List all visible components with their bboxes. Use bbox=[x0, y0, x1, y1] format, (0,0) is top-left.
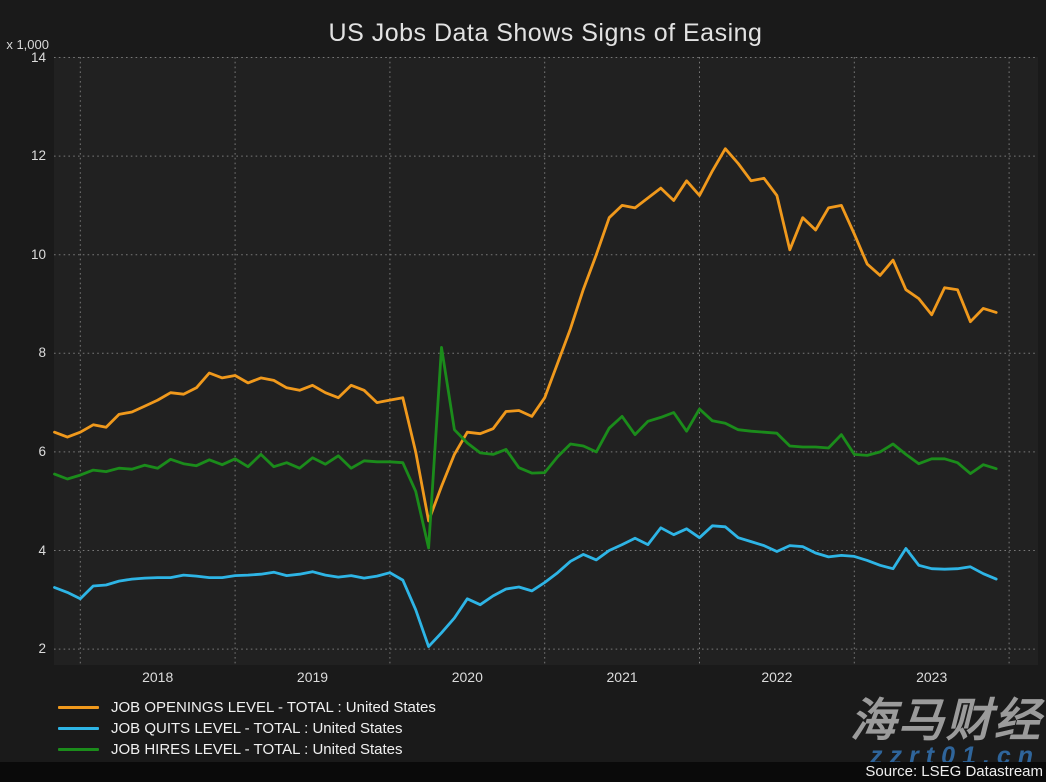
hires-swatch bbox=[58, 748, 99, 751]
y-tick-label: 12 bbox=[30, 148, 46, 164]
y-tick-label: 6 bbox=[38, 443, 46, 459]
quits-line bbox=[53, 524, 998, 648]
bottom-bar bbox=[0, 762, 1046, 782]
y-tick-label: 2 bbox=[38, 641, 46, 657]
y-tick-label: 4 bbox=[38, 542, 46, 558]
watermark-chinese: 海马财经 bbox=[850, 694, 1042, 746]
openings-swatch bbox=[58, 706, 99, 709]
y-axis-unit-label: x 1,000 bbox=[6, 37, 49, 52]
hires-label: JOB HIRES LEVEL - TOTAL : United States bbox=[111, 741, 403, 758]
x-tick-label: 2020 bbox=[451, 669, 483, 685]
y-tick-label: 10 bbox=[30, 246, 46, 262]
quits-swatch bbox=[58, 727, 99, 730]
legend: JOB OPENINGS LEVEL - TOTAL : United Stat… bbox=[58, 697, 436, 760]
x-tick-label: 2019 bbox=[296, 669, 329, 685]
legend-item-quits: JOB QUITS LEVEL - TOTAL : United States bbox=[58, 718, 436, 739]
x-tick-label: 2022 bbox=[761, 669, 793, 685]
legend-item-openings: JOB OPENINGS LEVEL - TOTAL : United Stat… bbox=[58, 697, 436, 718]
y-tick-label: 8 bbox=[38, 345, 46, 361]
source-credit: Source: LSEG Datastream bbox=[865, 763, 1043, 780]
x-tick-label: 2018 bbox=[142, 669, 174, 685]
quits-label: JOB QUITS LEVEL - TOTAL : United States bbox=[111, 720, 403, 737]
hires-line bbox=[53, 345, 998, 550]
legend-item-hires: JOB HIRES LEVEL - TOTAL : United States bbox=[58, 739, 436, 760]
chart-title: US Jobs Data Shows Signs of Easing bbox=[328, 19, 763, 47]
openings-label: JOB OPENINGS LEVEL - TOTAL : United Stat… bbox=[111, 699, 436, 716]
y-tick-label: 14 bbox=[30, 49, 46, 65]
x-tick-label: 2023 bbox=[916, 669, 948, 685]
x-tick-label: 2021 bbox=[606, 669, 638, 685]
openings-line bbox=[53, 147, 998, 523]
